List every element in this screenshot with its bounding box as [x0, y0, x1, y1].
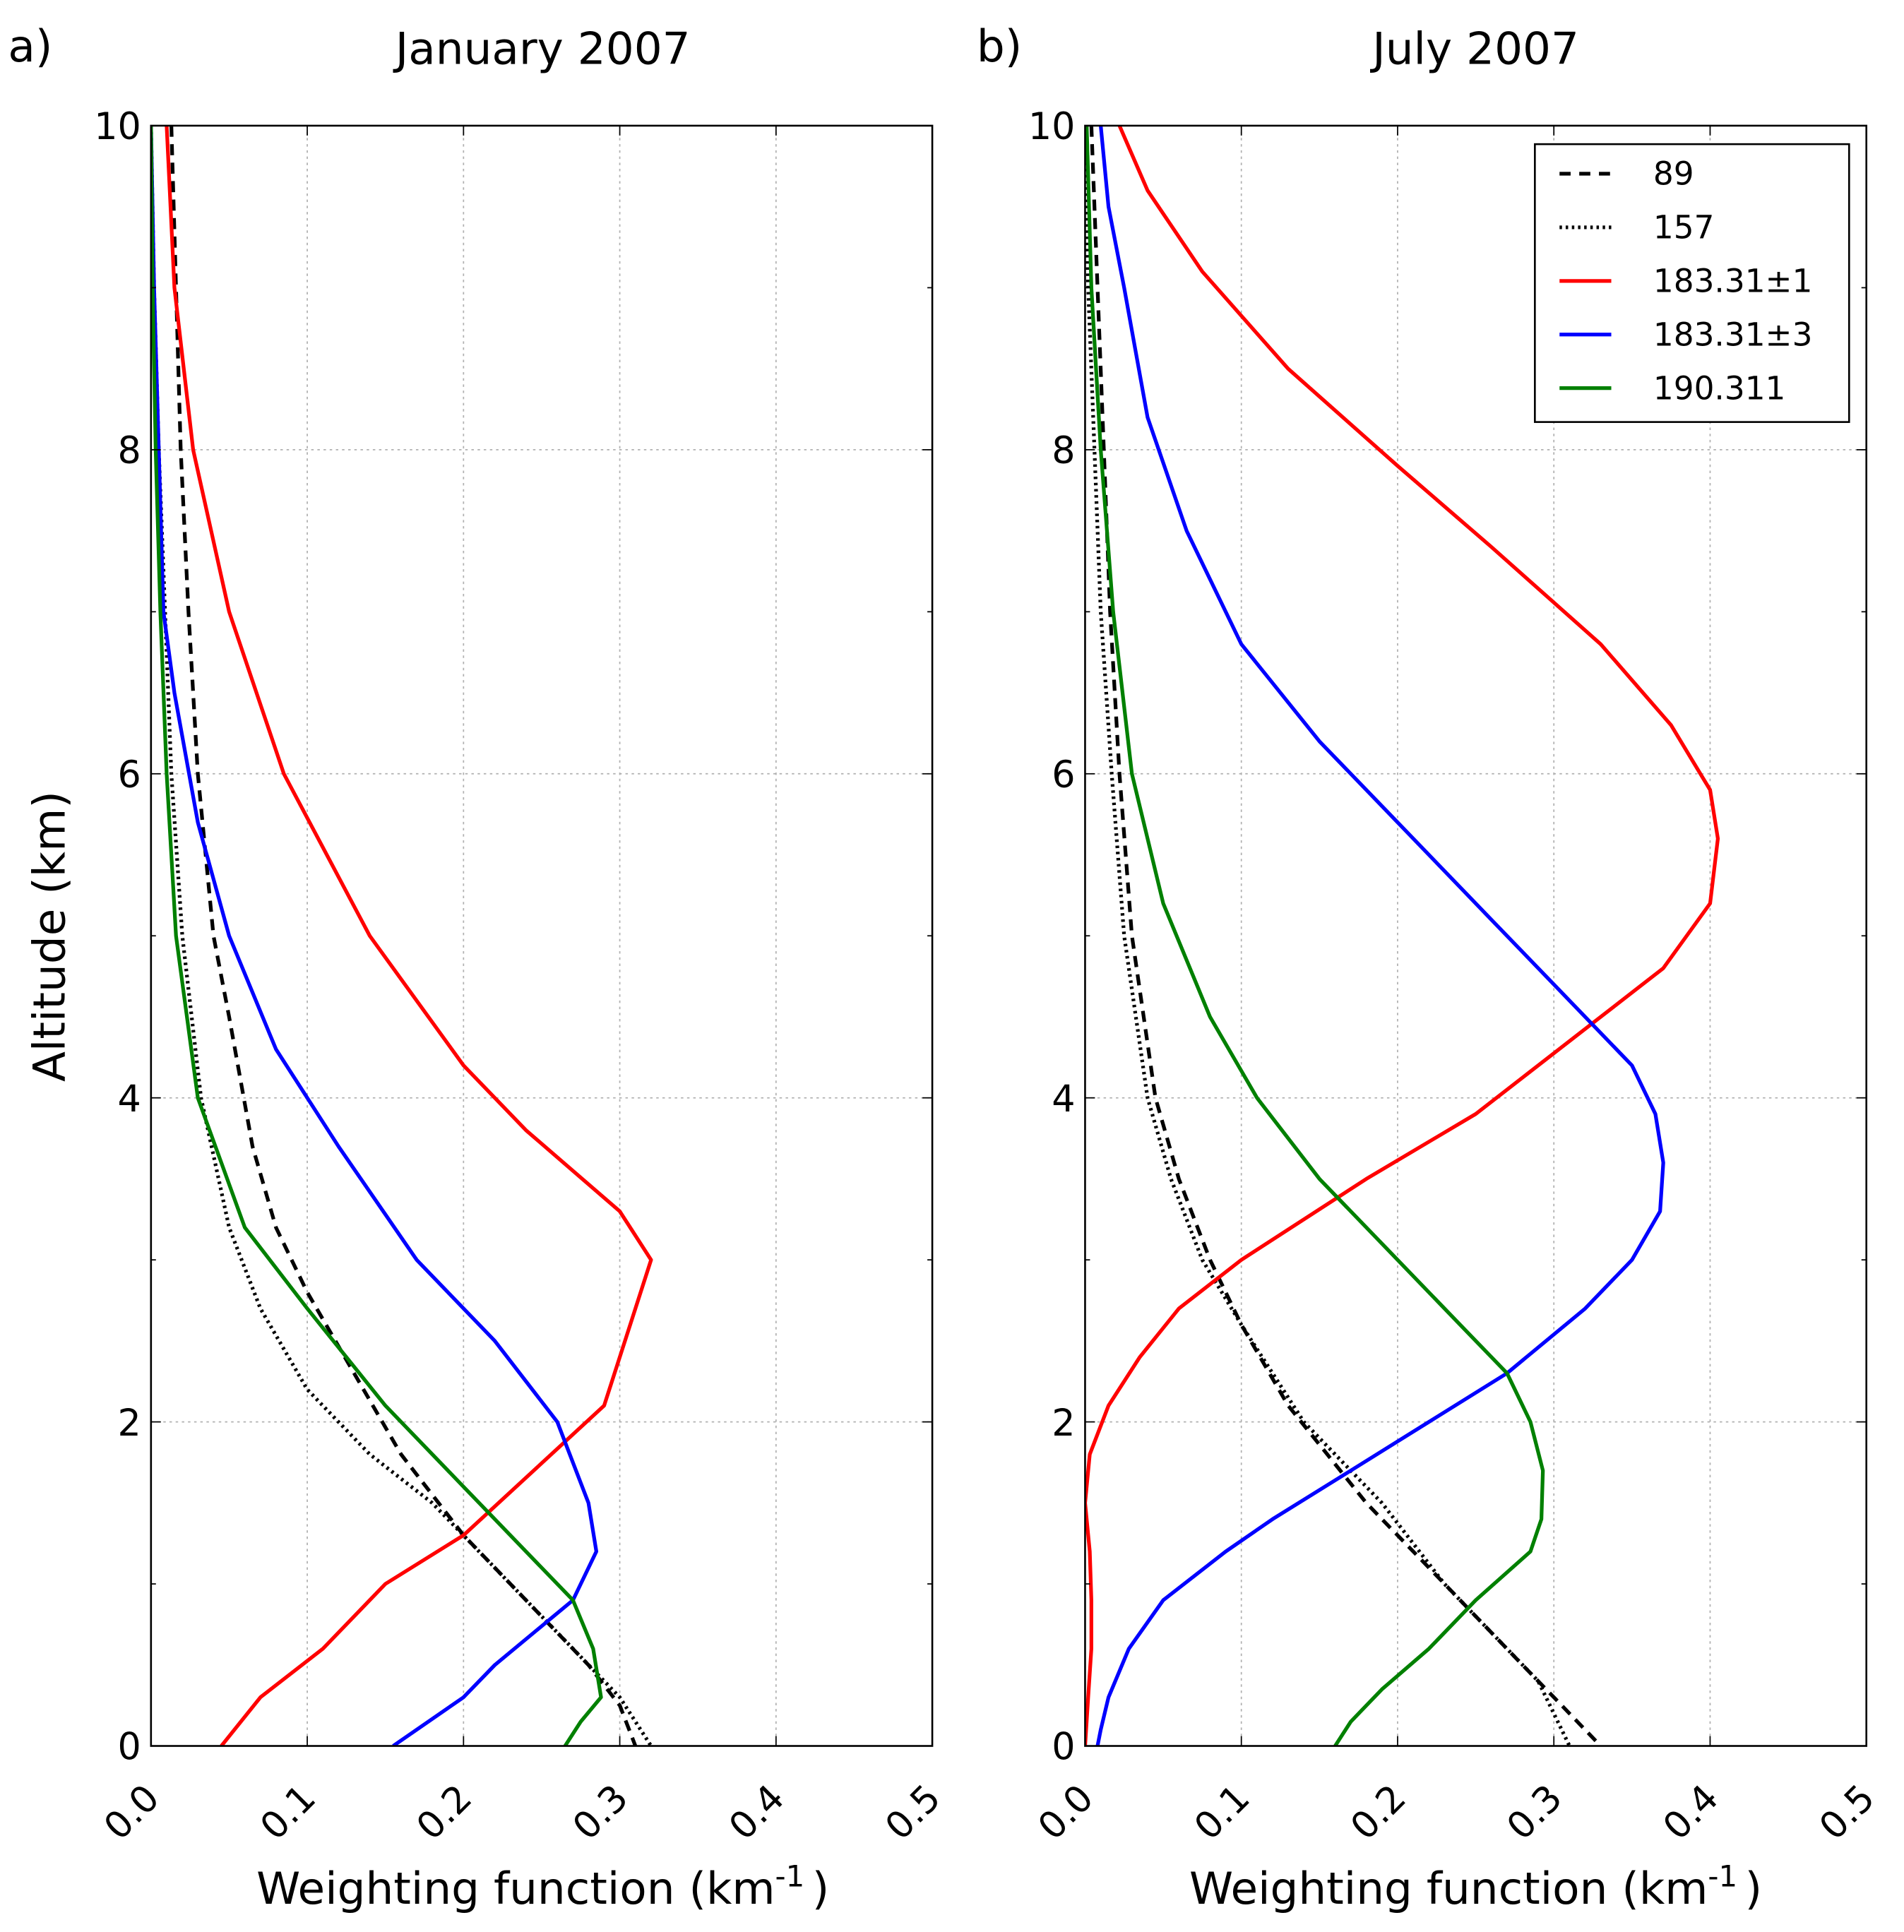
series-lines-b [1085, 125, 1720, 1746]
legend-box [1534, 143, 1850, 423]
panel-january: a) January 2007 0.0 0.1 0.2 0.3 0.4 0.5 0 2 4 6 8 1… [8, 20, 948, 1914]
y-tick-label: 10 [94, 105, 141, 148]
series-line-183.31±3 [150, 125, 599, 1746]
y-axis-label-a: Altitude (km) [24, 791, 76, 1082]
x-tick-label: 0.1 [252, 1777, 324, 1849]
x-axis-label-a-main: Weighting function (km [256, 1863, 775, 1914]
x-axis-label-b-close: ) [1745, 1863, 1762, 1914]
y-tick-label: 8 [118, 429, 141, 472]
y-tick-label: 6 [118, 753, 141, 797]
chart-title-b: July 2007 [1369, 23, 1579, 75]
series-line-89 [1089, 125, 1602, 1746]
series-line-183.31±3 [1095, 125, 1665, 1746]
x-axis-label-b-main: Weighting function (km [1189, 1863, 1708, 1914]
x-axis-label-a-close: ) [812, 1863, 830, 1914]
x-tick-label: 0.2 [1343, 1777, 1415, 1849]
x-tick-label: 0.5 [1811, 1777, 1883, 1849]
legend-label: 183.31±1 [1653, 263, 1813, 300]
panel-july: b) July 2007 0.0 0.1 0.2 0.3 0.4 0.5 0 2 4 6 8 10 W… [977, 20, 1884, 1914]
legend-label: 183.31±3 [1653, 316, 1813, 353]
y-tick-label: 0 [1052, 1726, 1075, 1769]
x-tick-label: 0.4 [721, 1777, 793, 1849]
legend-label: 190.311 [1653, 369, 1786, 407]
y-tick-label: 2 [1052, 1402, 1075, 1445]
x-tick-label: 0.5 [877, 1777, 949, 1849]
y-tick-label: 0 [118, 1726, 141, 1769]
y-tick-label: 6 [1052, 753, 1075, 797]
x-tick-label: 0.0 [96, 1777, 168, 1849]
legend: 89 157 183.31±1 183.31±3 190.311 [1534, 143, 1850, 423]
series-lines-a [150, 125, 653, 1746]
panel-label-a: a) [8, 20, 52, 72]
series-line-89 [169, 125, 638, 1746]
y-tick-label: 4 [1052, 1078, 1075, 1121]
x-tick-label: 0.3 [1499, 1777, 1571, 1849]
y-tick-label: 2 [118, 1402, 141, 1445]
x-tick-label: 0.1 [1186, 1777, 1258, 1849]
y-tick-label: 8 [1052, 429, 1075, 472]
plot-frame-a [150, 124, 934, 1747]
grid-b [1085, 125, 1867, 1746]
x-tick-label: 0.0 [1030, 1777, 1102, 1849]
series-line-183.31±1 [165, 125, 653, 1746]
panel-label-b: b) [977, 20, 1022, 72]
x-tick-label: 0.3 [564, 1777, 636, 1849]
x-axis-label-b: Weighting function (km-1) [1189, 1859, 1762, 1914]
series-line-183.31±1 [1085, 125, 1720, 1746]
y-tick-label: 10 [1028, 105, 1076, 148]
grid-a [150, 125, 933, 1746]
x-tick-label: 0.4 [1655, 1777, 1727, 1849]
series-line-190.311 [150, 125, 603, 1746]
x-tick-label: 0.2 [408, 1777, 480, 1849]
series-line-190.311 [1085, 125, 1545, 1746]
series-line-157 [1085, 125, 1571, 1746]
chart-title-a: January 2007 [393, 23, 691, 75]
legend-label: 157 [1653, 209, 1715, 246]
x-axis-label-b-sup: -1 [1708, 1859, 1737, 1893]
x-axis-label-a: Weighting function (km-1) [256, 1859, 829, 1914]
x-axis-label-a-sup: -1 [775, 1859, 805, 1893]
y-tick-label: 4 [118, 1078, 141, 1121]
legend-label: 89 [1653, 155, 1694, 193]
series-line-157 [150, 125, 653, 1746]
